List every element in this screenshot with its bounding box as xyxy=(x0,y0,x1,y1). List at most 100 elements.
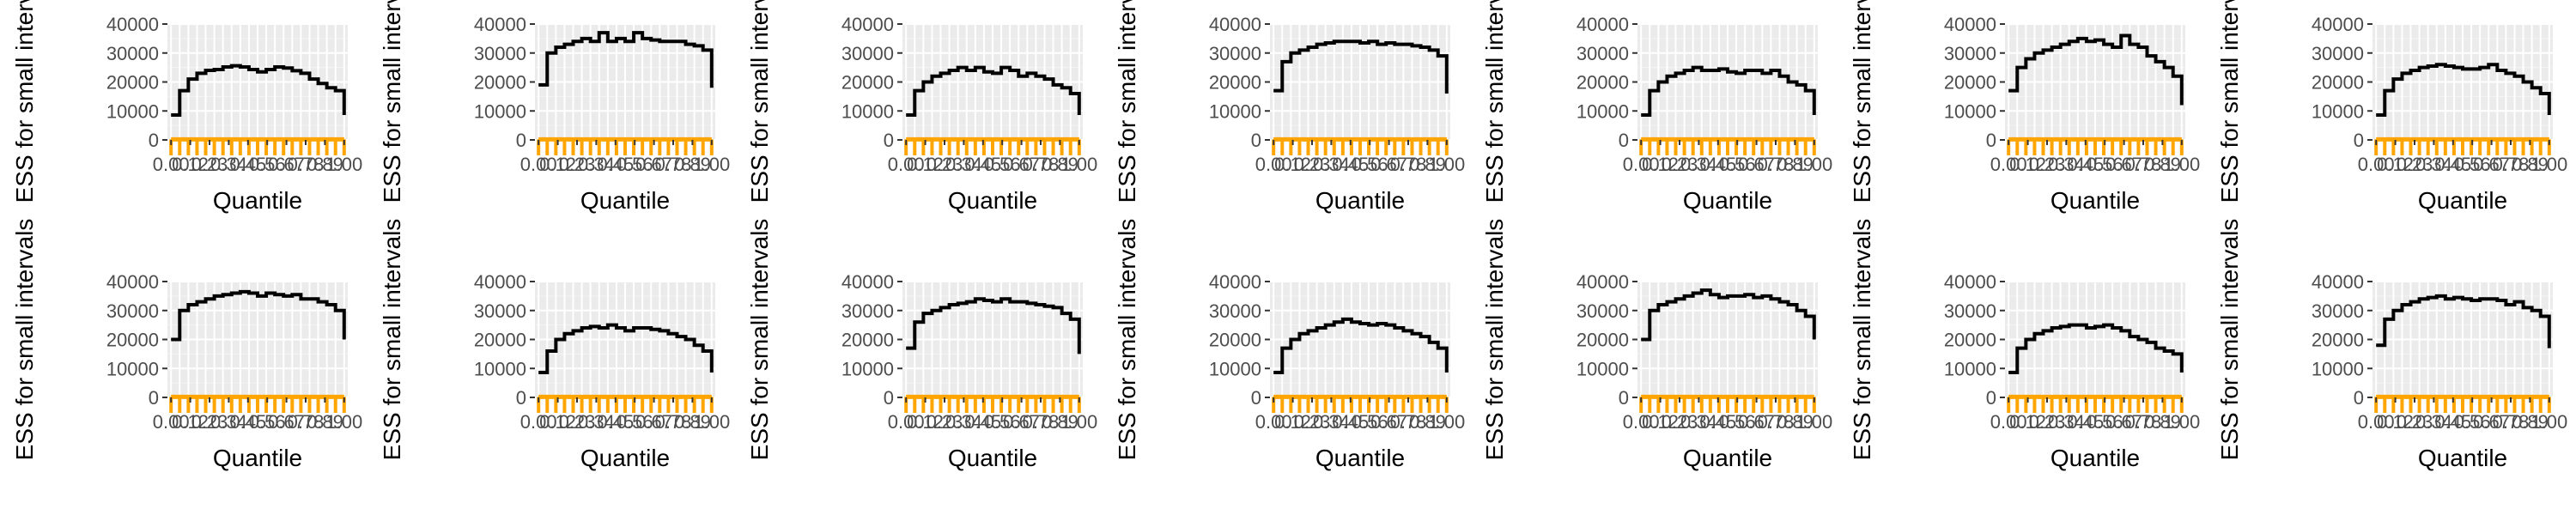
chart-panel: 0 10000 20000 30000 40000 0.000.120.230.340.4… xyxy=(379,0,730,214)
x-tick-label: 0.12 xyxy=(2009,154,2046,175)
y-tick-label: 10000 xyxy=(474,100,526,122)
ess-series-line xyxy=(1273,39,1449,94)
x-tick-label: 1.00 xyxy=(1060,154,1097,175)
x-tick-label: 0.00 xyxy=(153,154,190,175)
x-tick-label: 0.34 xyxy=(945,154,982,175)
y-tick-label: 30000 xyxy=(841,300,894,322)
x-tick-label: 1.00 xyxy=(325,154,362,175)
x-tick-label: 0.56 xyxy=(249,411,286,433)
y-tick-label: 20000 xyxy=(474,330,526,351)
x-tick-label: 0.67 xyxy=(2473,411,2510,433)
x-tick-label: 0.12 xyxy=(1274,154,1311,175)
x-tick-label: 0.34 xyxy=(1680,411,1717,433)
x-tick-label: 0.45 xyxy=(1332,154,1369,175)
x-tick-label: 0.67 xyxy=(635,154,672,175)
y-tick-label: 20000 xyxy=(474,72,526,94)
x-tick-label: 0.12 xyxy=(539,154,576,175)
x-tick-label: 0.67 xyxy=(268,411,305,433)
x-tick-label: 0.67 xyxy=(268,154,305,175)
x-tick-label: 0.67 xyxy=(2105,411,2142,433)
y-tick-label: 10000 xyxy=(1577,358,1629,379)
x-tick-label: 0.23 xyxy=(927,411,963,433)
x-tick-label: 0.23 xyxy=(2029,411,2066,433)
x-tick-label: 0.78 xyxy=(1023,411,1060,433)
x-axis-title: Quantile xyxy=(948,445,1037,471)
ess-series-line xyxy=(906,65,1081,117)
x-tick-label: 0.89 xyxy=(2144,154,2181,175)
x-tick-label: 0.89 xyxy=(1042,154,1078,175)
x-tick-label: 0.00 xyxy=(1623,154,1660,175)
y-tick-label: 0 xyxy=(149,130,159,151)
y-tick-label: 0 xyxy=(1986,387,1996,409)
y-tick-label: 40000 xyxy=(841,271,894,293)
x-tick-label: 0.12 xyxy=(907,154,944,175)
chart-panel: 0 10000 20000 30000 40000 0.000.120.230.340.4… xyxy=(1481,219,1832,471)
x-tick-label: 0.45 xyxy=(597,154,634,175)
x-tick-label: 0.34 xyxy=(1680,154,1717,175)
y-tick-label: 0 xyxy=(1251,130,1261,151)
ess-series-line xyxy=(538,323,714,374)
x-tick-label: 0.45 xyxy=(2434,154,2471,175)
y-tick-label: 10000 xyxy=(1209,358,1261,379)
x-axis-title: Quantile xyxy=(1683,445,1772,471)
chart-panel: 0 10000 20000 30000 40000 0.000.120.230.340.4… xyxy=(11,0,362,214)
x-tick-label: 0.78 xyxy=(655,154,692,175)
x-tick-label: 0.23 xyxy=(2397,411,2433,433)
x-axis-title: Quantile xyxy=(580,445,670,471)
y-tick-label: 30000 xyxy=(106,300,159,322)
y-axis-title: ESS for small intervals xyxy=(1481,219,1508,461)
x-tick-label: 0.12 xyxy=(2009,411,2046,433)
y-tick-label: 30000 xyxy=(2312,43,2364,64)
x-tick-label: 1.00 xyxy=(1795,411,1832,433)
y-tick-label: 40000 xyxy=(841,14,894,35)
y-tick-label: 10000 xyxy=(1944,100,1996,122)
x-tick-label: 0.34 xyxy=(578,154,615,175)
x-tick-label: 0.45 xyxy=(229,411,266,433)
x-tick-label: 0.78 xyxy=(2493,154,2530,175)
x-tick-label: 0.89 xyxy=(1409,411,1446,433)
y-tick-label: 30000 xyxy=(2312,300,2364,322)
y-tick-label: 30000 xyxy=(106,43,159,64)
y-axis-title: ESS for small intervals xyxy=(11,219,38,461)
ess-series-line xyxy=(171,64,346,117)
x-tick-label: 0.34 xyxy=(2048,411,2085,433)
x-axis-title: Quantile xyxy=(2050,187,2140,214)
x-tick-label: 0.12 xyxy=(1274,411,1311,433)
y-axis-title: ESS for small intervals xyxy=(746,0,773,203)
x-tick-label: 0.45 xyxy=(597,411,634,433)
x-axis-title: Quantile xyxy=(2418,187,2507,214)
y-tick-label: 10000 xyxy=(1944,358,1996,379)
y-tick-label: 40000 xyxy=(1209,14,1261,35)
y-tick-label: 20000 xyxy=(1209,72,1261,94)
x-tick-label: 0.78 xyxy=(2125,411,2162,433)
ess-series-line xyxy=(906,297,1081,354)
chart-panel: 0 10000 20000 30000 40000 0.000.120.230.340.4… xyxy=(1849,0,2200,214)
x-tick-label: 0.45 xyxy=(1699,154,1736,175)
x-tick-label: 0.89 xyxy=(1042,411,1078,433)
x-tick-label: 1.00 xyxy=(1428,154,1465,175)
y-tick-label: 40000 xyxy=(1577,14,1629,35)
chart-panel: 0 10000 20000 30000 40000 0.000.120.230.340.4… xyxy=(746,0,1097,214)
x-tick-label: 0.89 xyxy=(307,154,343,175)
x-tick-label: 0.89 xyxy=(2144,411,2181,433)
y-tick-label: 30000 xyxy=(1577,43,1629,64)
ess-series-line xyxy=(171,289,346,342)
x-tick-label: 0.56 xyxy=(984,411,1021,433)
x-tick-label: 1.00 xyxy=(1428,411,1465,433)
y-tick-label: 0 xyxy=(2354,130,2364,151)
x-tick-label: 0.00 xyxy=(1623,411,1660,433)
ess-series-line xyxy=(1641,65,1816,117)
x-tick-label: 0.67 xyxy=(1370,154,1407,175)
x-tick-label: 0.45 xyxy=(964,154,1001,175)
chart-panel: 0 10000 20000 30000 40000 0.000.120.230.340.4… xyxy=(1114,0,1465,214)
y-axis-title: ESS for small intervals xyxy=(2216,219,2243,461)
x-tick-label: 0.34 xyxy=(2415,411,2452,433)
y-tick-label: 10000 xyxy=(841,358,894,379)
x-tick-label: 0.00 xyxy=(520,411,557,433)
x-tick-label: 0.56 xyxy=(984,154,1021,175)
x-tick-label: 0.34 xyxy=(578,411,615,433)
y-tick-label: 10000 xyxy=(474,358,526,379)
x-tick-label: 0.00 xyxy=(1255,411,1292,433)
y-tick-label: 30000 xyxy=(1209,300,1261,322)
x-tick-label: 1.00 xyxy=(2530,411,2567,433)
